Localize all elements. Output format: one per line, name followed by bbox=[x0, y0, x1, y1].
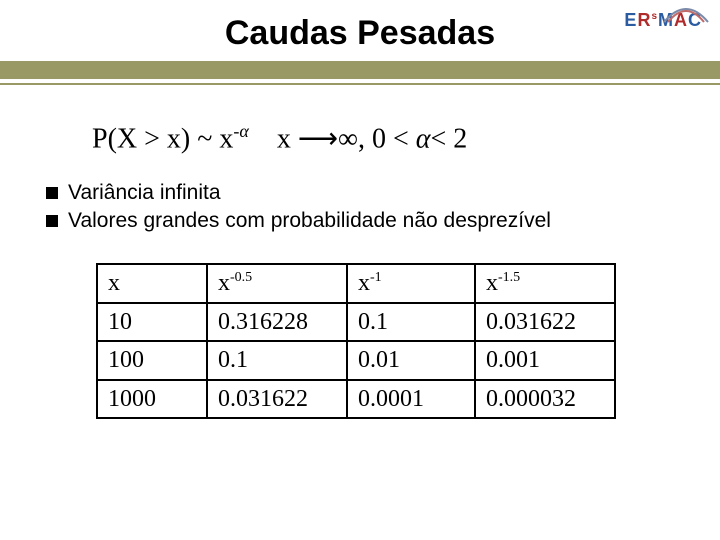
table-cell: 0.0001 bbox=[347, 380, 475, 418]
table-cell: 0.031622 bbox=[475, 303, 615, 341]
logo-letter: R bbox=[637, 10, 651, 30]
formula-exponent: -α bbox=[233, 121, 248, 141]
bullet-list: Variância infinita Valores grandes com p… bbox=[46, 181, 720, 233]
table-row: 100 0.1 0.01 0.001 bbox=[97, 341, 615, 379]
formula-prefix: P(X > x) ~ x bbox=[92, 123, 233, 154]
table-header: x-0.5 bbox=[207, 264, 347, 302]
arrow-icon: ⟶ bbox=[298, 123, 338, 154]
page-title: Caudas Pesadas bbox=[0, 14, 720, 53]
bullet-text: Valores grandes com probabilidade não de… bbox=[68, 209, 551, 233]
table-cell: 0.031622 bbox=[207, 380, 347, 418]
infinity-icon: ∞ bbox=[338, 123, 358, 154]
table-row: 1000 0.031622 0.0001 0.000032 bbox=[97, 380, 615, 418]
table-cell: 100 bbox=[97, 341, 207, 379]
title-area: Caudas Pesadas bbox=[0, 0, 720, 53]
table-cell: 0.1 bbox=[207, 341, 347, 379]
alpha-icon: α bbox=[239, 121, 248, 141]
table-header: x-1 bbox=[347, 264, 475, 302]
table-header: x bbox=[97, 264, 207, 302]
logo-letter: E bbox=[624, 10, 637, 30]
bullet-text: Variância infinita bbox=[68, 181, 221, 205]
table-cell: 1000 bbox=[97, 380, 207, 418]
bullet-icon bbox=[46, 215, 58, 227]
table-cell: 0.316228 bbox=[207, 303, 347, 341]
list-item: Valores grandes com probabilidade não de… bbox=[46, 209, 720, 233]
table-cell: 0.1 bbox=[347, 303, 475, 341]
table-cell: 0.001 bbox=[475, 341, 615, 379]
header-bar bbox=[0, 61, 720, 79]
bullet-icon bbox=[46, 187, 58, 199]
header-thin-line bbox=[0, 83, 720, 85]
data-table: x x-0.5 x-1 x-1.5 10 0.316228 0.1 0.0316… bbox=[96, 263, 720, 419]
table-cell: 0.01 bbox=[347, 341, 475, 379]
table-row: 10 0.316228 0.1 0.031622 bbox=[97, 303, 615, 341]
table-header: x-1.5 bbox=[475, 264, 615, 302]
formula: P(X > x) ~ x-α x ⟶∞, 0 < α< 2 bbox=[92, 121, 720, 155]
list-item: Variância infinita bbox=[46, 181, 720, 205]
table-cell: 10 bbox=[97, 303, 207, 341]
logo-umbrella-icon bbox=[662, 2, 710, 24]
table-row: x x-0.5 x-1 x-1.5 bbox=[97, 264, 615, 302]
alpha-icon: α bbox=[416, 123, 431, 154]
table-cell: 0.000032 bbox=[475, 380, 615, 418]
